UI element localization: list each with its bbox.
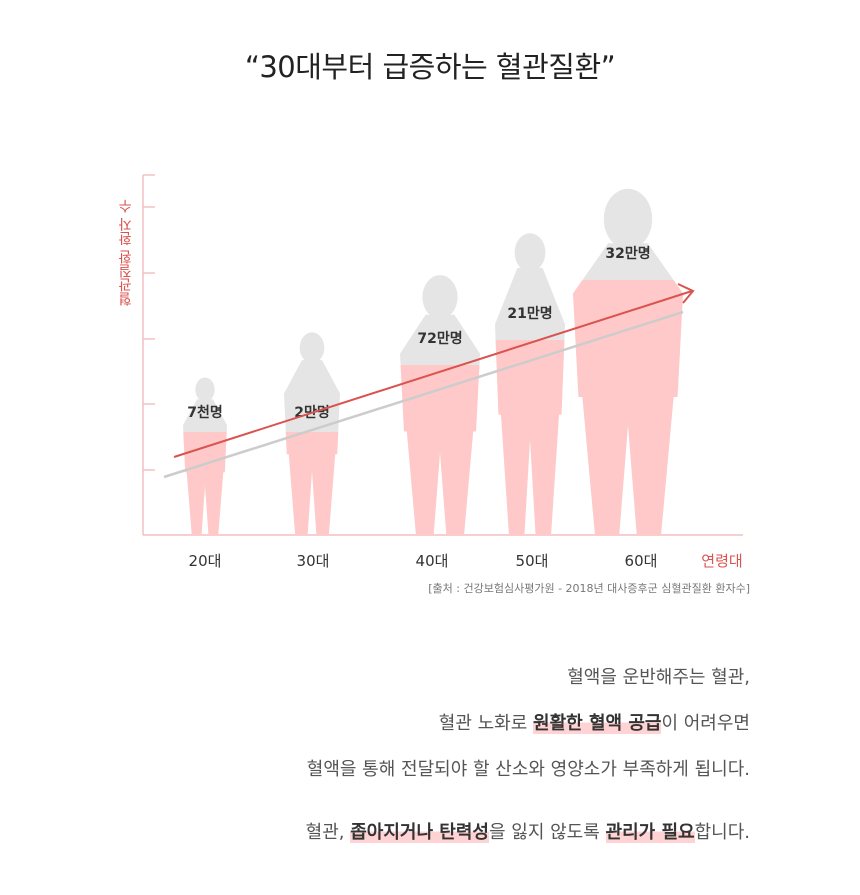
data-label: 21만명: [507, 305, 552, 322]
source-note: [출처 : 건강보험심사평가원 - 2018년 대사증후군 심혈관질환 환자수]: [428, 582, 750, 595]
text: 혈관,: [305, 822, 351, 843]
x-tick-label: 40대: [416, 552, 449, 570]
highlight: 좁아지거나 탄력성: [350, 822, 489, 843]
paragraph-line: 혈액을 운반해주는 혈관,: [567, 667, 750, 688]
arrow-head-icon: [677, 283, 695, 304]
silhouette-20대: [183, 377, 227, 535]
paragraph-line: 혈액을 통해 전달되야 할 산소와 영양소가 부족하게 됩니다.: [306, 759, 750, 780]
x-tick-label: 20대: [189, 552, 222, 570]
highlight: 관리가 필요: [605, 822, 695, 843]
page-title: “30대부터 급증하는 혈관질환”: [244, 50, 616, 84]
x-tick-label: 50대: [516, 552, 549, 570]
trend-shadow-line: [163, 310, 684, 479]
silhouette-30대: [284, 332, 340, 535]
highlight: 원활한 혈액 공급: [533, 713, 662, 734]
silhouette-50대: [495, 233, 565, 535]
text: 합니다.: [694, 822, 750, 843]
data-label: 72만명: [417, 330, 462, 347]
text: 을 잃지 않도록: [488, 822, 606, 843]
paragraph-2: 혈관, 좁아지거나 탄력성을 잃지 않도록 관리가 필요합니다.: [306, 810, 750, 856]
x-axis-label: 연령대: [701, 552, 742, 570]
text: 혈관 노화로: [438, 713, 534, 734]
trend-arrow: [173, 290, 693, 458]
text: 이 어려우면: [661, 713, 750, 734]
paragraph-1: 혈액을 운반해주는 혈관, 혈관 노화로 원활한 혈액 공급이 어려우면 혈액을…: [307, 655, 750, 793]
data-label: 7천명: [187, 404, 223, 421]
y-axis-label: 혈관질환 환자 수: [118, 199, 134, 306]
x-tick-label: 30대: [297, 552, 330, 570]
x-tick-label: 60대: [625, 552, 658, 570]
silhouette-40대: [400, 275, 480, 535]
paragraph-line: 혈관 노화로 원활한 혈액 공급이 어려우면: [307, 701, 750, 747]
silhouette-60대: [573, 188, 683, 535]
data-label: 32만명: [605, 245, 650, 262]
chart: 7천명20대2만명30대72만명40대21만명50대32만명60대연령대: [142, 174, 743, 570]
